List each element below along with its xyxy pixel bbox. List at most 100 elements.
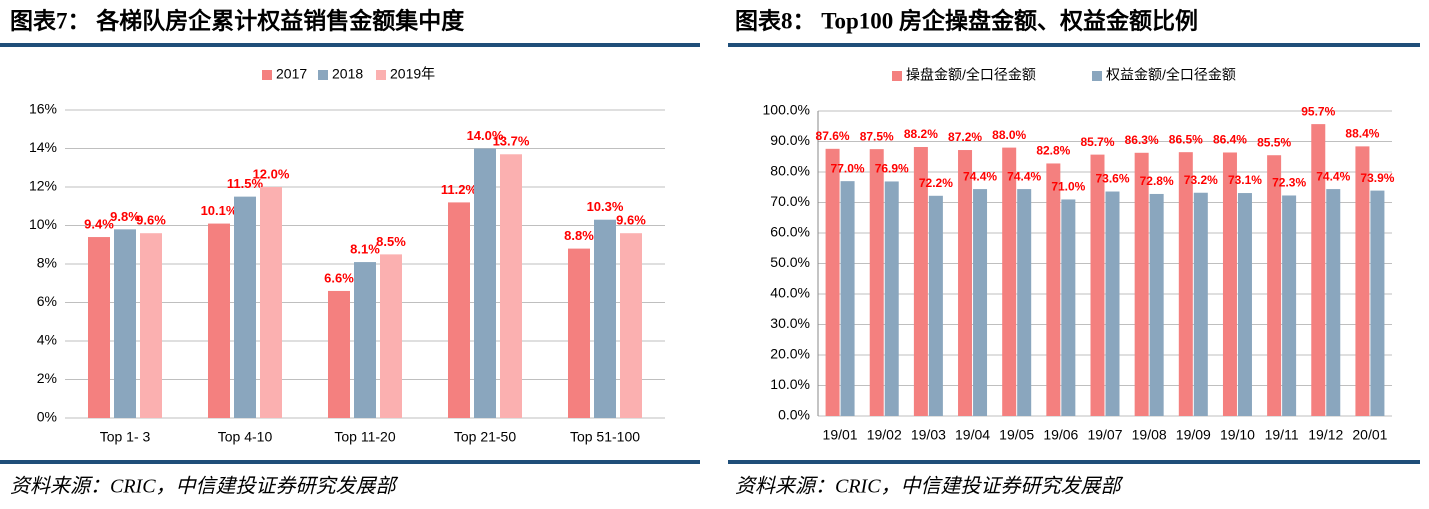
bar [1090,154,1105,417]
source-rule [728,460,1420,464]
value-label: 9.6% [616,213,646,228]
bar [958,150,973,417]
legend-swatch [1092,71,1102,81]
bar [1370,190,1385,416]
value-label: 82.8% [1036,144,1070,158]
legend-label: 2017 [276,66,307,82]
chart-title: 图表7： 各梯队房企累计权益销售金额集中度 [10,7,465,33]
y-tick-label: 10.0% [770,376,810,392]
bar [140,233,162,418]
bar [1282,195,1297,416]
source-note: 资料来源：CRIC，中信建投证券研究发展部 [10,476,399,498]
y-tick-label: 50.0% [770,254,810,270]
bar [234,196,256,418]
value-label: 11.5% [227,176,264,191]
y-tick-label: 90.0% [770,132,810,148]
bar [1178,152,1193,417]
value-label: 14.0% [467,128,504,143]
x-tick-label: 19/08 [1132,427,1167,443]
y-tick-label: 40.0% [770,285,810,301]
bar [840,181,855,416]
x-tick-label: Top 4-10 [218,429,273,445]
bar [354,262,376,418]
x-tick-label: 19/01 [823,427,858,443]
value-label: 8.5% [376,234,406,249]
value-label: 77.0% [831,161,865,175]
x-tick-label: 19/12 [1308,427,1343,443]
value-label: 88.2% [904,127,938,141]
source-note: 资料来源：CRIC，中信建投证券研究发展部 [735,476,1124,498]
value-label: 73.9% [1360,171,1394,185]
value-label: 11.2% [441,182,478,197]
value-label: 71.0% [1051,180,1085,194]
x-tick-label: 19/09 [1176,427,1211,443]
value-label: 88.4% [1345,127,1379,141]
value-label: 85.7% [1080,135,1114,149]
x-tick-label: 19/10 [1220,427,1255,443]
bar [1237,193,1252,416]
bar [1149,193,1164,416]
value-label: 74.4% [1316,169,1350,183]
bar [1105,191,1120,416]
bar [1002,147,1017,416]
value-label: 73.6% [1095,172,1129,186]
value-label: 12.0% [253,166,290,181]
legend-swatch [262,70,272,80]
bar [88,237,110,418]
value-label: 74.4% [963,169,997,183]
x-tick-label: Top 21-50 [454,429,516,445]
legend-label: 2018 [332,66,363,82]
value-label: 9.4% [84,216,114,231]
bar [825,148,840,416]
bar [1222,152,1237,417]
x-tick-label: Top 1- 3 [100,429,151,445]
value-label: 8.1% [350,242,380,257]
bar [1311,124,1326,417]
bar [1046,163,1061,416]
y-tick-label: 16% [29,101,57,117]
value-label: 87.5% [860,129,894,143]
y-tick-label: 30.0% [770,315,810,331]
bar [260,187,282,418]
value-label: 72.8% [1140,174,1174,188]
x-tick-label: Top 11-20 [334,429,395,445]
title-rule [0,43,700,47]
bar [1017,189,1032,416]
bar [620,233,642,418]
y-tick-label: 8% [37,255,57,271]
value-label: 13.7% [493,134,530,149]
x-tick-label: 19/11 [1265,427,1299,443]
bar [328,290,350,418]
value-label: 9.8% [110,209,140,224]
bar [448,202,470,418]
y-tick-label: 70.0% [770,193,810,209]
value-label: 73.1% [1228,173,1262,187]
bar [1134,152,1149,416]
source-rule [0,460,700,464]
x-tick-label: 20/01 [1352,427,1387,443]
bar [1355,146,1370,416]
value-label: 86.4% [1213,133,1247,147]
value-label: 74.4% [1007,169,1041,183]
value-label: 87.6% [816,129,850,143]
value-label: 86.3% [1125,133,1159,147]
value-label: 10.3% [587,199,624,214]
x-tick-label: 19/03 [911,427,946,443]
y-tick-label: 100.0% [763,102,810,118]
bar [114,229,136,418]
value-label: 72.3% [1272,176,1306,190]
value-label: 85.5% [1257,135,1291,149]
x-tick-label: 19/02 [867,427,902,443]
y-tick-label: 12% [29,178,57,194]
y-tick-label: 0% [37,409,57,425]
value-label: 10.1% [201,203,238,218]
bar [884,181,899,416]
y-tick-label: 20.0% [770,346,810,362]
bar [568,248,590,418]
bar [928,195,943,416]
x-tick-label: 19/05 [999,427,1034,443]
legend-label: 2019年 [390,66,435,82]
bar [1326,189,1341,416]
value-label: 87.2% [948,130,982,144]
